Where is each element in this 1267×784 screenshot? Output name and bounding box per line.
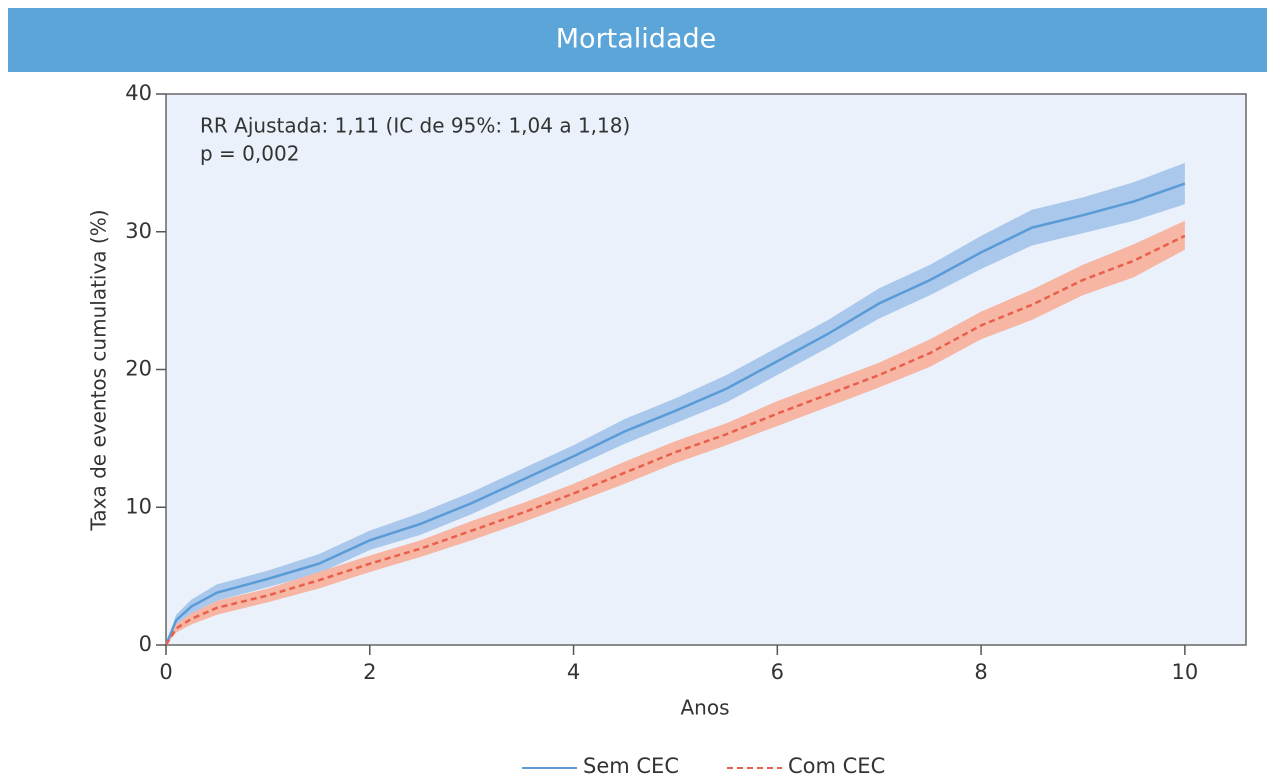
x-axis-label: Anos xyxy=(680,696,729,720)
y-tick-label: 0 xyxy=(139,632,152,656)
lines xyxy=(164,182,1186,646)
x-tick-label: 0 xyxy=(159,660,172,684)
legend-label: Com CEC xyxy=(788,754,885,778)
x-tick-label: 4 xyxy=(567,660,580,684)
x-tick-label: 2 xyxy=(363,660,376,684)
y-axis-label: Taxa de eventos cumulativa (%) xyxy=(87,209,111,531)
y-tick-label: 20 xyxy=(125,357,152,381)
chart-title: Mortalidade xyxy=(556,24,716,55)
y-tick-label: 40 xyxy=(125,81,152,105)
y-tick-label: 30 xyxy=(125,219,152,243)
annotation: RR Ajustada: 1,11 (IC de 95%: 1,04 a 1,1… xyxy=(200,114,630,138)
y-tick-label: 10 xyxy=(125,494,152,518)
series-line xyxy=(164,234,1186,646)
legend-label: Sem CEC xyxy=(583,754,679,778)
x-tick-label: 6 xyxy=(771,660,784,684)
x-tick-label: 8 xyxy=(974,660,987,684)
series-line xyxy=(164,182,1186,646)
title-bar xyxy=(8,8,1267,72)
x-tick-label: 10 xyxy=(1172,660,1199,684)
annotation: p = 0,002 xyxy=(200,142,299,166)
